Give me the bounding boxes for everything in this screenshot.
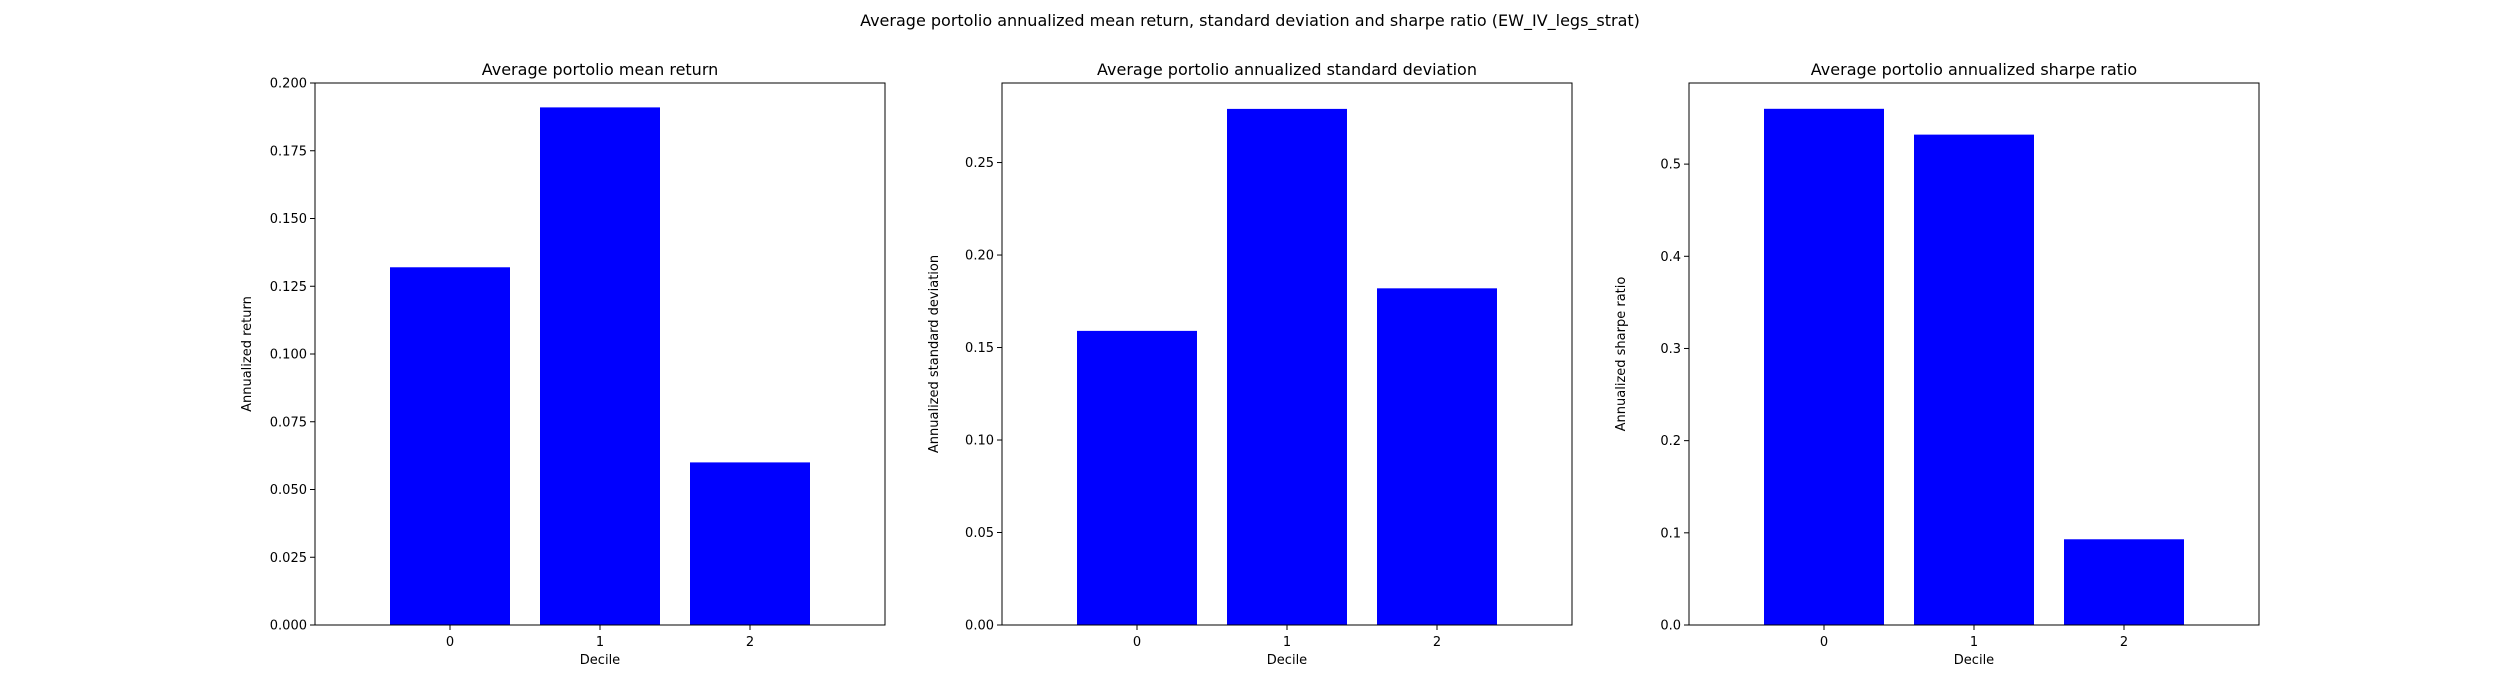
y-tick-label: 0.125 xyxy=(270,280,307,295)
x-tick-label: 0 xyxy=(1820,635,1828,650)
chart-title: Average portolio mean return xyxy=(482,60,719,79)
chart-panel-0: 0.000 0.025 0.050 0.075 0.100 0.125 0.150 0.175… xyxy=(240,60,886,668)
y-tick-label: 0.025 xyxy=(270,551,307,566)
x-axis-label: Decile xyxy=(580,653,620,668)
y-tick-label: 0.175 xyxy=(270,144,307,159)
y-tick-label: 0.25 xyxy=(965,156,994,171)
bar-1 xyxy=(1227,108,1347,626)
y-tick-label: 0.05 xyxy=(965,526,994,541)
x-tick-label: 2 xyxy=(1433,635,1441,650)
bar-2 xyxy=(690,462,810,625)
x-axis-label: Decile xyxy=(1954,653,1994,668)
y-tick-label: 0.4 xyxy=(1660,250,1681,265)
bar-1 xyxy=(1914,134,2034,625)
y-tick-label: 0.5 xyxy=(1660,158,1681,173)
bar-2 xyxy=(2064,539,2184,625)
y-tick-label: 0.200 xyxy=(270,77,307,92)
x-tick-label: 0 xyxy=(1133,635,1141,650)
y-tick-label: 0.100 xyxy=(270,348,307,363)
bar-0 xyxy=(1077,330,1197,625)
y-tick-label: 0.00 xyxy=(965,619,994,634)
y-tick-label: 0.2 xyxy=(1660,434,1681,449)
chart-panel-1: 0.00 0.05 0.10 0.15 0.20 0.25 0 1 2 Average porto… xyxy=(927,60,1573,668)
x-axis-label: Decile xyxy=(1267,653,1307,668)
x-tick-label: 2 xyxy=(2120,635,2128,650)
y-tick-label: 0.000 xyxy=(270,619,307,634)
y-tick-label: 0.1 xyxy=(1660,526,1681,541)
chart-title: Average portolio annualized standard dev… xyxy=(1097,60,1477,79)
chart-panel-2: 0.0 0.1 0.2 0.3 0.4 0.5 0 1 2 Average portolio an… xyxy=(1614,60,2260,668)
y-tick-label: 0.150 xyxy=(270,212,307,227)
chart-title: Average portolio annualized sharpe ratio xyxy=(1811,60,2137,79)
y-tick-label: 0.050 xyxy=(270,483,307,498)
y-axis-label: Annualized sharpe ratio xyxy=(1614,277,1629,432)
bar-2 xyxy=(1377,288,1497,625)
x-tick-label: 2 xyxy=(746,635,754,650)
y-tick-label: 0.20 xyxy=(965,249,994,264)
bar-1 xyxy=(540,107,660,625)
bar-0 xyxy=(390,267,510,625)
y-axis-label: Annualized standard deviation xyxy=(927,255,942,453)
y-tick-label: 0.10 xyxy=(965,434,994,449)
x-tick-label: 0 xyxy=(446,635,454,650)
bar-0 xyxy=(1764,108,1884,626)
chart-panels: 0.0000.0250.0500.0750.1000.1250.1500.175… xyxy=(240,60,2260,668)
y-tick-label: 0.075 xyxy=(270,415,307,430)
x-tick-label: 1 xyxy=(1283,635,1291,650)
figure-suptitle: Average portolio annualized mean return,… xyxy=(860,11,1640,31)
y-tick-label: 0.15 xyxy=(965,341,994,356)
y-tick-label: 0.0 xyxy=(1660,619,1681,634)
y-axis-label: Annualized return xyxy=(240,296,255,412)
y-tick-label: 0.3 xyxy=(1660,342,1681,357)
x-tick-label: 1 xyxy=(596,635,604,650)
x-tick-label: 1 xyxy=(1970,635,1978,650)
